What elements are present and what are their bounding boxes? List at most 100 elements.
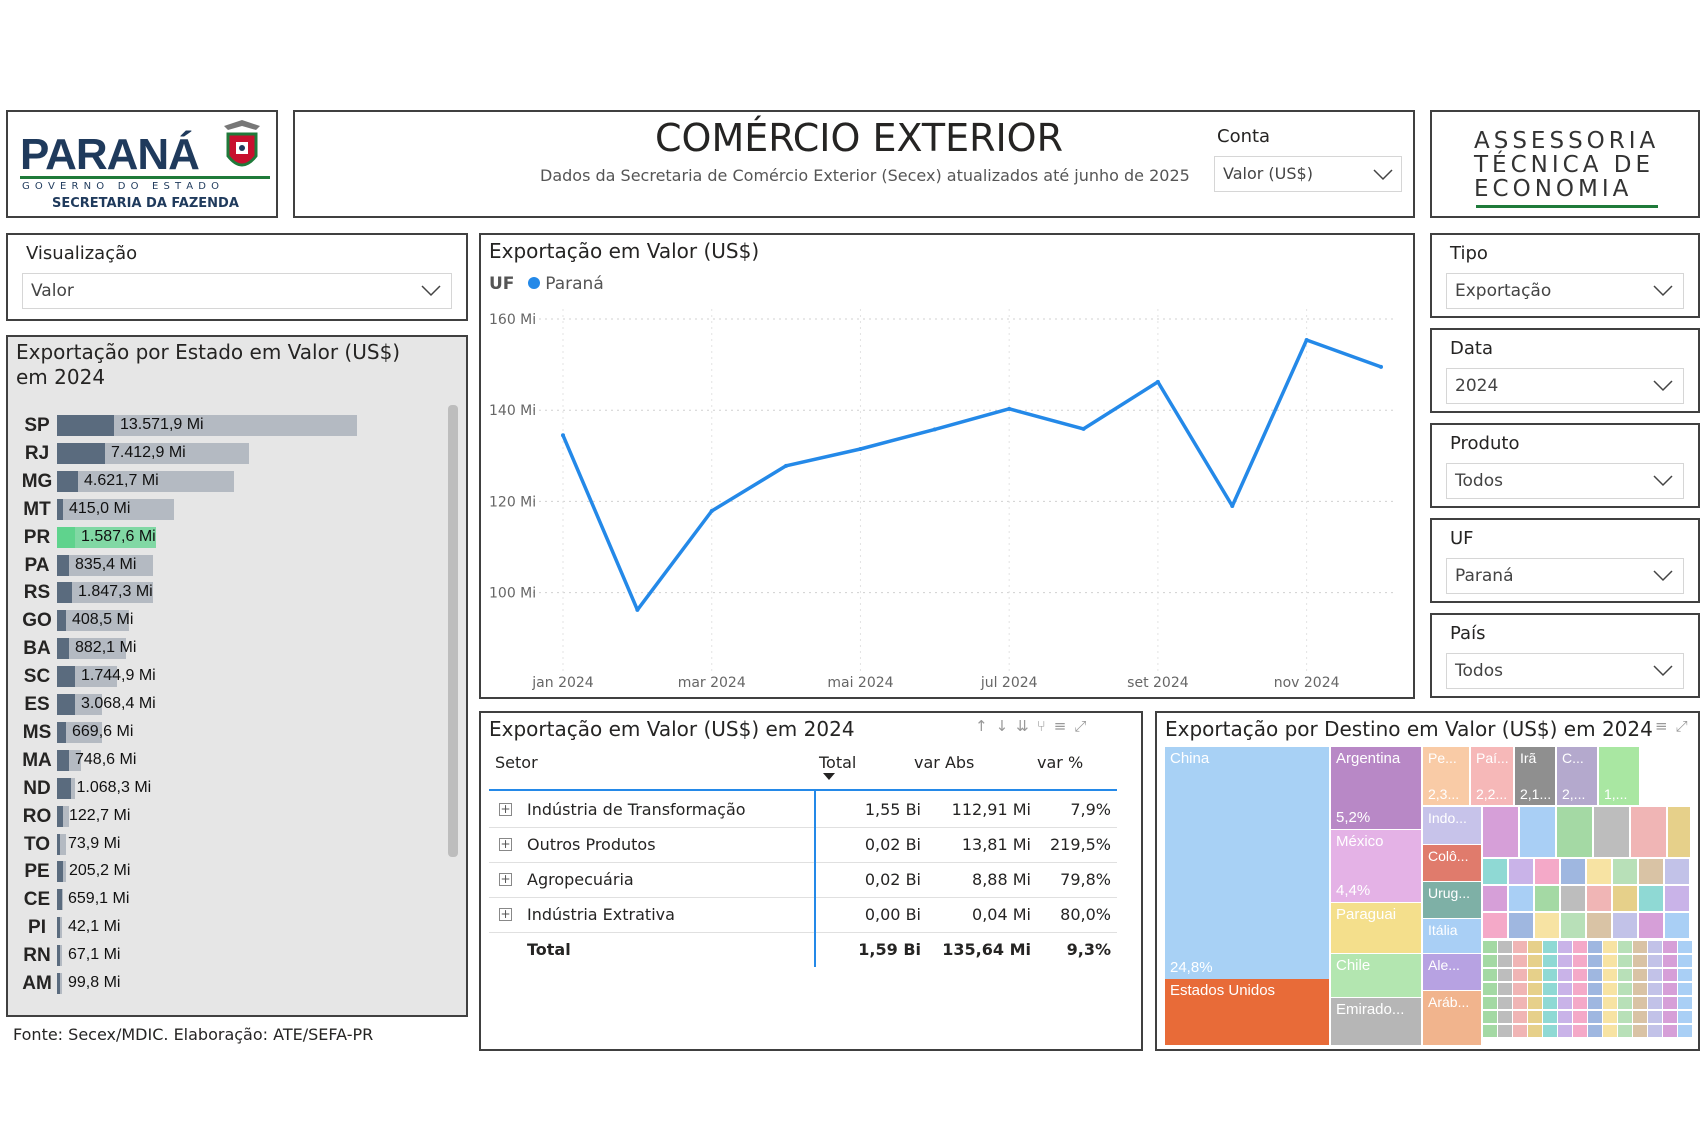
treemap-cell[interactable] — [1618, 983, 1632, 995]
focus-mode-icon[interactable]: ⤢ — [1675, 717, 1696, 735]
treemap-cell[interactable] — [1648, 1011, 1662, 1023]
treemap-cell[interactable] — [1613, 886, 1637, 911]
treemap-cell[interactable] — [1663, 997, 1677, 1009]
treemap-cell[interactable] — [1613, 913, 1637, 938]
table-row[interactable]: + Outros Produtos 0,02 Bi 13,81 Mi 219,5% — [489, 828, 1117, 863]
col-header-var-abs[interactable]: var Abs — [914, 753, 975, 772]
treemap-cell[interactable] — [1535, 913, 1559, 938]
treemap-cell[interactable]: 1,... — [1599, 747, 1639, 805]
data-point[interactable] — [1230, 503, 1235, 508]
visualizacao-dropdown[interactable]: Valor — [22, 273, 452, 309]
drill-up-icon[interactable]: ↑ — [975, 717, 996, 735]
series-line-parana[interactable] — [561, 338, 1382, 612]
treemap-cell[interactable] — [1633, 997, 1647, 1009]
treemap-cell[interactable]: Chile — [1331, 954, 1421, 997]
treemap-cell[interactable] — [1603, 955, 1617, 967]
treemap-cell[interactable] — [1663, 969, 1677, 981]
treemap-cell[interactable] — [1678, 969, 1692, 981]
treemap-cell[interactable] — [1618, 1011, 1632, 1023]
treemap-cell[interactable]: Aráb... — [1423, 991, 1481, 1045]
state-bar-row[interactable]: PI 42,1 Mi — [8, 916, 448, 940]
data-point[interactable] — [858, 446, 863, 451]
treemap-cell[interactable] — [1543, 955, 1557, 967]
treemap-cell[interactable] — [1603, 969, 1617, 981]
filter-dropdown[interactable]: Exportação — [1446, 273, 1684, 309]
treemap-cell[interactable]: China 24,8% — [1165, 747, 1329, 979]
treemap-cell[interactable] — [1483, 969, 1497, 981]
filter-dropdown[interactable]: 2024 — [1446, 368, 1684, 404]
treemap-cell[interactable] — [1665, 913, 1689, 938]
treemap-cell[interactable] — [1513, 983, 1527, 995]
treemap-cell[interactable] — [1678, 941, 1692, 953]
treemap-cell[interactable] — [1573, 997, 1587, 1009]
treemap-cell[interactable] — [1558, 1011, 1572, 1023]
treemap-cell[interactable]: Irã 2,1... — [1515, 747, 1555, 805]
treemap-cell[interactable] — [1513, 997, 1527, 1009]
treemap-cell[interactable] — [1483, 807, 1518, 857]
treemap-cell[interactable] — [1543, 997, 1557, 1009]
treemap-cell[interactable] — [1603, 997, 1617, 1009]
treemap-cell[interactable] — [1528, 1025, 1542, 1037]
state-bar-row[interactable]: MT 415,0 Mi — [8, 498, 448, 522]
treemap-cell[interactable] — [1587, 913, 1611, 938]
treemap-cell[interactable] — [1668, 807, 1690, 857]
treemap-cell[interactable] — [1588, 997, 1602, 1009]
filter-dropdown[interactable]: Todos — [1446, 463, 1684, 499]
treemap-cell[interactable] — [1573, 1011, 1587, 1023]
treemap-cell[interactable] — [1678, 955, 1692, 967]
treemap-cell[interactable] — [1513, 941, 1527, 953]
treemap-cell[interactable] — [1558, 997, 1572, 1009]
state-bar-row[interactable]: TO 73,9 Mi — [8, 833, 448, 857]
data-point[interactable] — [635, 607, 640, 612]
col-header-total[interactable]: Total — [819, 753, 857, 772]
treemap-cell[interactable] — [1663, 1011, 1677, 1023]
treemap-cell[interactable] — [1588, 955, 1602, 967]
treemap-cell[interactable] — [1588, 969, 1602, 981]
state-chart-scrollbar[interactable] — [448, 405, 458, 857]
treemap-cell[interactable] — [1663, 1025, 1677, 1037]
treemap-cell[interactable] — [1498, 969, 1512, 981]
expand-row-icon[interactable]: + — [499, 802, 512, 816]
treemap-cell[interactable] — [1543, 983, 1557, 995]
treemap-cell[interactable] — [1483, 955, 1497, 967]
state-bar-row[interactable]: SP 13.571,9 Mi — [8, 414, 448, 438]
col-header-setor[interactable]: Setor — [495, 753, 538, 772]
state-bar-row[interactable]: PE 205,2 Mi — [8, 860, 448, 884]
treemap-cell[interactable] — [1588, 941, 1602, 953]
state-bar-row[interactable]: RJ 7.412,9 Mi — [8, 442, 448, 466]
treemap-cell[interactable] — [1618, 1025, 1632, 1037]
state-bar-row[interactable]: PA 835,4 Mi — [8, 554, 448, 578]
focus-mode-icon[interactable]: ⤢ — [1074, 717, 1095, 735]
treemap-cell[interactable] — [1663, 941, 1677, 953]
state-bar-row[interactable]: SC 1.744,9 Mi — [8, 665, 448, 689]
expand-row-icon[interactable]: + — [499, 907, 512, 921]
treemap-cell[interactable] — [1603, 1011, 1617, 1023]
data-point[interactable] — [561, 433, 565, 438]
state-bar-row[interactable]: RO 122,7 Mi — [8, 805, 448, 829]
treemap-cell[interactable] — [1513, 1011, 1527, 1023]
treemap-cell[interactable]: Urug... — [1423, 882, 1481, 918]
state-bar-row[interactable]: MS 669,6 Mi — [8, 721, 448, 745]
treemap-cell[interactable] — [1588, 1011, 1602, 1023]
treemap-cell[interactable] — [1558, 969, 1572, 981]
treemap-cell[interactable] — [1561, 913, 1585, 938]
treemap-cell[interactable] — [1678, 983, 1692, 995]
state-bar-row[interactable]: ES 3.068,4 Mi — [8, 693, 448, 717]
treemap-cell[interactable] — [1665, 886, 1689, 911]
treemap-cell[interactable] — [1558, 1025, 1572, 1037]
treemap-cell[interactable] — [1513, 969, 1527, 981]
treemap-cell[interactable] — [1573, 969, 1587, 981]
treemap-cell[interactable] — [1483, 859, 1507, 884]
expand-row-icon[interactable]: + — [499, 872, 512, 886]
treemap-cell[interactable] — [1663, 955, 1677, 967]
treemap-cell[interactable]: México 4,4% — [1331, 830, 1421, 902]
treemap-cell[interactable] — [1509, 886, 1533, 911]
table-row[interactable]: + Indústria Extrativa 0,00 Bi 0,04 Mi 80,0% — [489, 898, 1117, 933]
treemap-cell[interactable] — [1528, 983, 1542, 995]
treemap-cell[interactable] — [1528, 941, 1542, 953]
table-total-row[interactable]: Total 1,59 Bi 135,64 Mi 9,3% — [489, 933, 1117, 968]
treemap-cell[interactable] — [1587, 859, 1611, 884]
treemap-cell[interactable] — [1603, 983, 1617, 995]
treemap-cell[interactable] — [1509, 913, 1533, 938]
treemap-cell[interactable] — [1528, 955, 1542, 967]
